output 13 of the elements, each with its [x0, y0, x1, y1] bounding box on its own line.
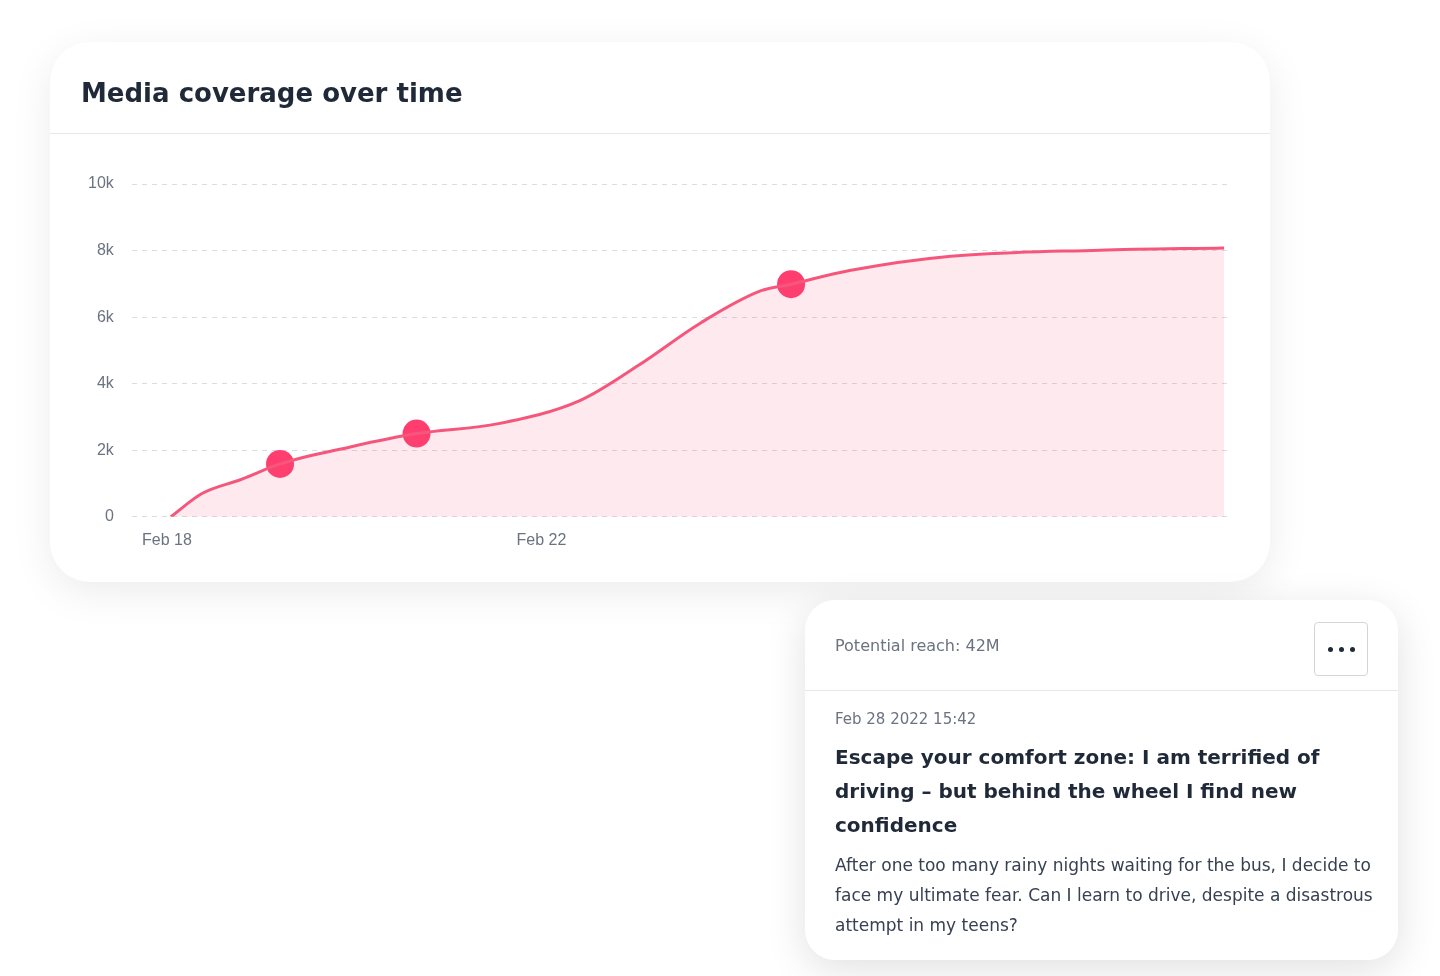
- x-tick-label: Feb 22: [516, 530, 567, 548]
- text: Potential reach: 42M: [835, 636, 1000, 655]
- text: Escape your comfort zone: I am terrified of driving – but behind the wheel I find new confidence: [835, 744, 1321, 839]
- text: After one too many rainy nights waiting for the bus, I decide to face my ultimate fear. Can I learn to drive, despite a disastrous attempt in my teens?: [835, 854, 1374, 937]
- x-tick-label: Feb 18: [142, 530, 192, 548]
- y-tick-label: 6k: [96, 307, 115, 325]
- y-tick-label: 10k: [88, 174, 115, 192]
- y-tick-label: 2k: [96, 440, 115, 458]
- y-tick-label: 4k: [96, 374, 115, 392]
- text: Feb 28 2022 15:42: [835, 710, 977, 728]
- y-tick-label: 8k: [96, 240, 115, 258]
- chart-title: Media coverage over time: [50, 42, 1270, 134]
- y-tick-label: 0: [104, 507, 114, 525]
